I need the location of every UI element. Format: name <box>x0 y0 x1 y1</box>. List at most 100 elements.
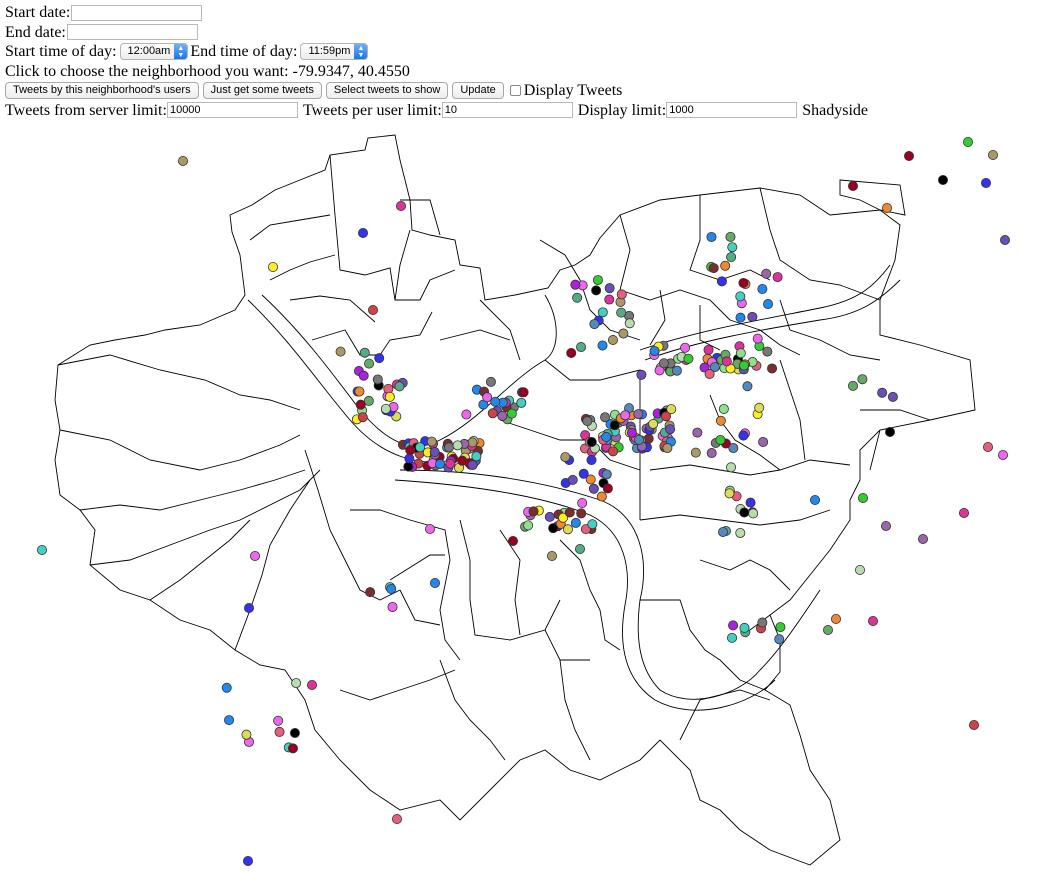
tweet-point[interactable] <box>273 715 284 726</box>
tweet-point[interactable] <box>575 544 586 555</box>
tweet-point[interactable] <box>609 420 620 431</box>
select-tweets-button[interactable]: Select tweets to show <box>325 82 449 100</box>
tweet-point[interactable] <box>877 387 888 398</box>
tweet-point[interactable] <box>726 462 737 473</box>
tweet-point[interactable] <box>608 446 619 457</box>
tweet-point[interactable] <box>597 340 608 351</box>
tweet-point[interactable] <box>708 263 719 274</box>
tweet-point[interactable] <box>490 396 501 407</box>
neighborhood-boundaries[interactable] <box>54 134 976 866</box>
tweet-point[interactable] <box>372 374 383 385</box>
tweet-point[interactable] <box>374 353 385 364</box>
tweet-point[interactable] <box>597 307 608 318</box>
tweet-point[interactable] <box>690 447 701 458</box>
tweet-point[interactable] <box>649 346 660 357</box>
start-date-input[interactable] <box>71 4 203 21</box>
tweet-point[interactable] <box>570 279 581 290</box>
tweet-point[interactable] <box>709 362 720 373</box>
tweet-point[interactable] <box>604 283 615 294</box>
tweet-point[interactable] <box>37 545 48 556</box>
tweet-point[interactable] <box>683 353 694 364</box>
tweet-point[interactable] <box>267 261 278 272</box>
tweet-point[interactable] <box>359 347 370 358</box>
tweet-point[interactable] <box>426 436 437 447</box>
tweet-point[interactable] <box>727 632 738 643</box>
tweet-point[interactable] <box>586 437 597 448</box>
tweet-point[interactable] <box>758 436 769 447</box>
tweet-point[interactable] <box>242 856 253 867</box>
tweet-point[interactable] <box>703 344 714 355</box>
tweet-point[interactable] <box>983 441 994 452</box>
tweet-point[interactable] <box>666 404 677 415</box>
tweet-point[interactable] <box>680 342 691 353</box>
tweet-point[interactable] <box>831 614 842 625</box>
tweet-point[interactable] <box>558 512 569 523</box>
tweet-point[interactable] <box>572 292 583 303</box>
tweet-point[interactable] <box>570 517 581 528</box>
tweet-point[interactable] <box>620 410 631 421</box>
tweet-point[interactable] <box>384 391 395 402</box>
tweet-point[interactable] <box>775 622 786 633</box>
tweet-point[interactable] <box>754 402 765 413</box>
tweet-point[interactable] <box>752 333 763 344</box>
tweet-point[interactable] <box>386 583 397 594</box>
tweet-point[interactable] <box>726 252 737 263</box>
tweet-point[interactable] <box>661 411 672 422</box>
tweet-point[interactable] <box>636 369 647 380</box>
tweet-point[interactable] <box>429 578 440 589</box>
tweet-point[interactable] <box>274 726 285 737</box>
tweet-point[interactable] <box>589 319 600 330</box>
tweet-point[interactable] <box>720 260 731 271</box>
tweet-point[interactable] <box>887 391 898 402</box>
tweet-point[interactable] <box>724 488 735 499</box>
tweet-point[interactable] <box>588 483 599 494</box>
update-button[interactable]: Update <box>452 82 504 100</box>
tweet-point[interactable] <box>738 277 749 288</box>
tweet-point[interactable] <box>772 272 783 283</box>
tweet-point[interactable] <box>224 715 235 726</box>
tweet-point[interactable] <box>562 524 573 535</box>
tweet-point[interactable] <box>444 442 455 453</box>
tweet-point[interactable] <box>335 346 346 357</box>
tweet-point[interactable] <box>882 202 893 213</box>
tweet-point[interactable] <box>634 434 645 445</box>
tweet-point[interactable] <box>461 409 472 420</box>
tweet-point[interactable] <box>857 374 868 385</box>
tweet-point[interactable] <box>395 200 406 211</box>
tweet-point[interactable] <box>810 494 821 505</box>
tweet-point[interactable] <box>762 346 773 357</box>
tweet-point[interactable] <box>435 459 446 470</box>
tweet-point[interactable] <box>547 551 558 562</box>
tweet-point[interactable] <box>633 409 644 420</box>
tweet-point[interactable] <box>981 177 992 188</box>
tweet-point[interactable] <box>287 743 298 754</box>
tweet-point[interactable] <box>221 682 232 693</box>
tweet-point[interactable] <box>482 392 493 403</box>
end-time-select[interactable]: 11:59pm ▲ ▼ <box>300 43 369 61</box>
tweet-point[interactable] <box>718 527 729 538</box>
tweet-point[interactable] <box>618 328 629 339</box>
tweet-point[interactable] <box>600 412 611 423</box>
tweet-point[interactable] <box>243 603 254 614</box>
tweet-point[interactable] <box>963 136 974 147</box>
tweet-point[interactable] <box>577 498 588 509</box>
tweet-point[interactable] <box>767 363 778 374</box>
tweet-point[interactable] <box>601 432 612 443</box>
tweet-point[interactable] <box>487 408 498 419</box>
tweet-point[interactable] <box>357 227 368 238</box>
tweet-point[interactable] <box>424 524 435 535</box>
tweet-point[interactable] <box>387 601 398 612</box>
tweet-point[interactable] <box>665 424 676 435</box>
tweet-point[interactable] <box>735 527 746 538</box>
tweet-point[interactable] <box>959 507 970 518</box>
tweet-point[interactable] <box>739 507 750 518</box>
tweet-point[interactable] <box>1000 234 1011 245</box>
tweet-point[interactable] <box>658 358 669 369</box>
tweet-point[interactable] <box>648 418 659 429</box>
tweet-point[interactable] <box>601 469 612 480</box>
tweet-point[interactable] <box>391 814 402 825</box>
tweet-point[interactable] <box>507 536 518 547</box>
tweet-point[interactable] <box>715 415 726 426</box>
tweet-point[interactable] <box>586 455 597 466</box>
tweet-point[interactable] <box>728 443 739 454</box>
